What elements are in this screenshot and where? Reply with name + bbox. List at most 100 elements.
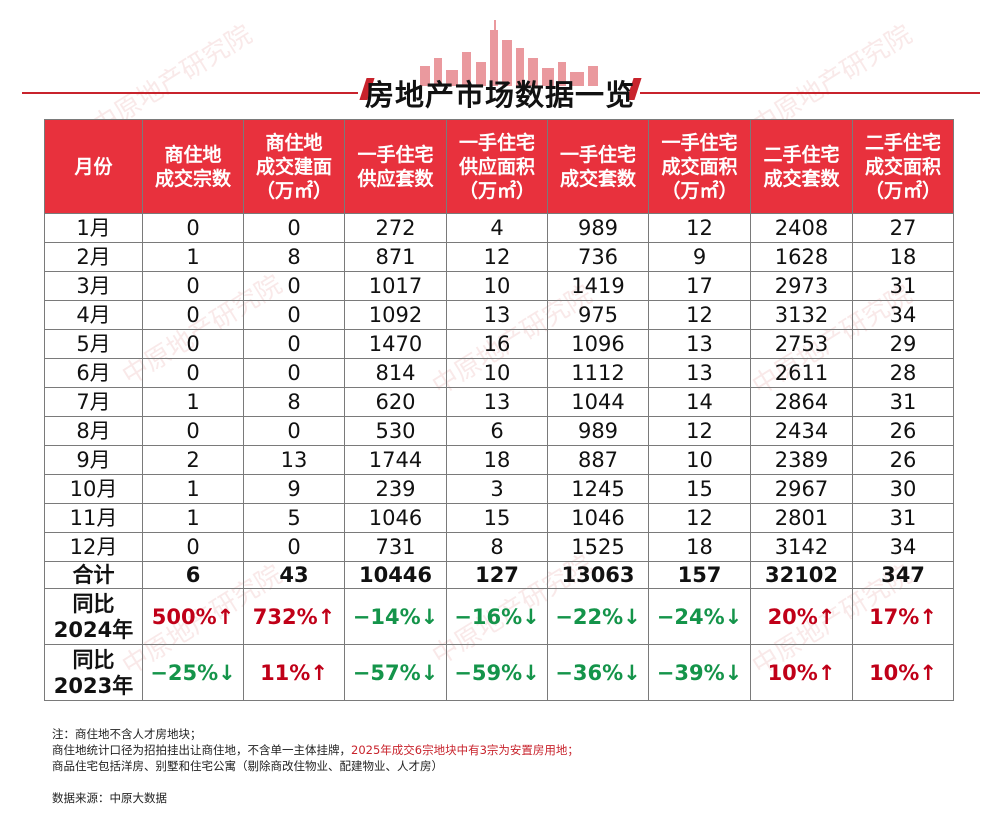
table-cell: 29 <box>852 329 954 359</box>
total-cell: 10446 <box>344 561 447 589</box>
table-row: 11月 1 5 1046 15 1046 12 2801 31 <box>44 503 954 533</box>
table-cell: 814 <box>344 358 447 388</box>
table-cell: 0 <box>243 358 345 388</box>
table-cell: 13 <box>243 445 345 475</box>
table-cell: 5 <box>243 503 345 533</box>
table-cell: 6 <box>446 416 548 446</box>
month-cell: 4月 <box>44 300 143 330</box>
table-cell: 2 <box>142 445 244 475</box>
month-cell: 5月 <box>44 329 143 359</box>
yoy-cell: −59%↓ <box>446 644 548 701</box>
table-cell: 14 <box>648 387 751 417</box>
table-header-row: 月份 商住地 成交宗数 商住地 成交建面 （万㎡） 一手住宅 供应套数 一手住宅… <box>44 119 954 214</box>
footnotes: 注：商住地不含人才房地块； 商住地统计口径为招拍挂出让商住地，不含单一主体挂牌，… <box>52 726 579 774</box>
table-cell: 15 <box>648 474 751 504</box>
table-cell: 1046 <box>547 503 649 533</box>
note-highlight: 2025年成交6宗地块中有3宗为安置房用地； <box>351 743 579 757</box>
table-cell: 13 <box>446 387 548 417</box>
total-cell: 6 <box>142 561 244 589</box>
market-data-table: 月份 商住地 成交宗数 商住地 成交建面 （万㎡） 一手住宅 供应套数 一手住宅… <box>44 119 954 701</box>
table-cell: 2864 <box>750 387 853 417</box>
column-header: 一手住宅 供应面积 （万㎡） <box>446 119 548 214</box>
table-cell: 0 <box>243 271 345 301</box>
total-cell: 43 <box>243 561 345 589</box>
table-cell: 1245 <box>547 474 649 504</box>
yoy-cell: −57%↓ <box>344 644 447 701</box>
table-cell: 530 <box>344 416 447 446</box>
table-cell: 10 <box>446 271 548 301</box>
table-cell: 1044 <box>547 387 649 417</box>
table-cell: 0 <box>142 300 244 330</box>
column-header: 一手住宅 成交面积 （万㎡） <box>648 119 751 214</box>
skyline-logo <box>420 20 598 86</box>
month-cell: 3月 <box>44 271 143 301</box>
total-row: 合计 6 43 10446 127 13063 157 32102 347 <box>44 561 954 589</box>
table-cell: 34 <box>852 300 954 330</box>
table-cell: 12 <box>648 416 751 446</box>
table-cell: 31 <box>852 503 954 533</box>
table-row: 9月 2 13 1744 18 887 10 2389 26 <box>44 445 954 475</box>
table-row: 10月 1 9 239 3 1245 15 2967 30 <box>44 474 954 504</box>
yoy-cell: 11%↑ <box>243 644 345 701</box>
table-cell: 1046 <box>344 503 447 533</box>
title-rule-left <box>22 92 358 94</box>
month-cell: 1月 <box>44 213 143 243</box>
table-cell: 13 <box>648 358 751 388</box>
total-cell: 127 <box>446 561 548 589</box>
table-cell: 34 <box>852 532 954 562</box>
yoy-cell: 732%↑ <box>243 588 345 645</box>
table-row: 5月 0 0 1470 16 1096 13 2753 29 <box>44 329 954 359</box>
table-cell: 31 <box>852 387 954 417</box>
yoy-cell: −22%↓ <box>547 588 649 645</box>
table-cell: 13 <box>648 329 751 359</box>
table-cell: 9 <box>648 242 751 272</box>
yoy-cell: −39%↓ <box>648 644 751 701</box>
table-cell: 12 <box>648 300 751 330</box>
table-cell: 1 <box>142 503 244 533</box>
table-cell: 1525 <box>547 532 649 562</box>
table-row: 3月 0 0 1017 10 1419 17 2973 31 <box>44 271 954 301</box>
table-cell: 18 <box>852 242 954 272</box>
month-cell: 2月 <box>44 242 143 272</box>
yoy-label: 同比 2024年 <box>44 588 143 645</box>
table-cell: 620 <box>344 387 447 417</box>
note-line: 注：商住地不含人才房地块； <box>52 727 202 741</box>
table-cell: 10 <box>446 358 548 388</box>
yoy-label: 同比 2023年 <box>44 644 143 701</box>
table-cell: 0 <box>142 358 244 388</box>
table-cell: 1628 <box>750 242 853 272</box>
table-cell: 1 <box>142 242 244 272</box>
table-cell: 887 <box>547 445 649 475</box>
table-cell: 17 <box>648 271 751 301</box>
table-cell: 3132 <box>750 300 853 330</box>
table-row: 1月 0 0 272 4 989 12 2408 27 <box>44 213 954 243</box>
table-cell: 4 <box>446 213 548 243</box>
table-cell: 13 <box>446 300 548 330</box>
yoy-cell: 20%↑ <box>750 588 853 645</box>
column-header: 一手住宅 供应套数 <box>344 119 447 214</box>
table-cell: 871 <box>344 242 447 272</box>
table-cell: 28 <box>852 358 954 388</box>
month-cell: 7月 <box>44 387 143 417</box>
total-cell: 347 <box>852 561 954 589</box>
yoy-row: 同比 2023年 −25%↓ 11%↑ −57%↓ −59%↓ −36%↓ −39%↓ 10%… <box>44 644 954 701</box>
column-header: 月份 <box>44 119 143 214</box>
table-cell: 1092 <box>344 300 447 330</box>
table-cell: 2434 <box>750 416 853 446</box>
table-cell: 0 <box>142 213 244 243</box>
table-cell: 0 <box>243 300 345 330</box>
table-cell: 8 <box>446 532 548 562</box>
table-cell: 1 <box>142 387 244 417</box>
column-header: 二手住宅 成交面积 （万㎡） <box>852 119 954 214</box>
data-source: 数据来源：中原大数据 <box>52 791 167 805</box>
table-row: 8月 0 0 530 6 989 12 2434 26 <box>44 416 954 446</box>
table-cell: 2753 <box>750 329 853 359</box>
table-cell: 26 <box>852 416 954 446</box>
table-cell: 2967 <box>750 474 853 504</box>
table-cell: 12 <box>648 213 751 243</box>
total-cell: 13063 <box>547 561 649 589</box>
table-cell: 15 <box>446 503 548 533</box>
total-label: 合计 <box>44 561 143 589</box>
column-header: 商住地 成交宗数 <box>142 119 244 214</box>
table-cell: 0 <box>142 532 244 562</box>
